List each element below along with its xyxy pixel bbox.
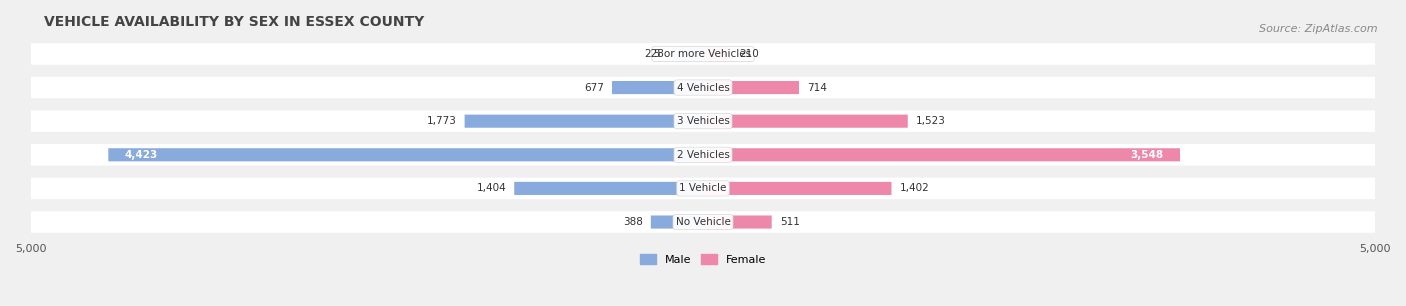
FancyBboxPatch shape (31, 110, 1375, 132)
FancyBboxPatch shape (703, 148, 1180, 161)
Text: 388: 388 (623, 217, 643, 227)
Text: 3 Vehicles: 3 Vehicles (676, 116, 730, 126)
FancyBboxPatch shape (31, 77, 1375, 98)
Text: 1,523: 1,523 (915, 116, 946, 126)
FancyBboxPatch shape (703, 47, 731, 61)
Text: 4,423: 4,423 (125, 150, 157, 160)
FancyBboxPatch shape (31, 43, 1375, 65)
Text: 1,402: 1,402 (900, 183, 929, 193)
FancyBboxPatch shape (464, 115, 703, 128)
FancyBboxPatch shape (31, 211, 1375, 233)
Text: 1,773: 1,773 (426, 116, 457, 126)
FancyBboxPatch shape (515, 182, 703, 195)
Text: 511: 511 (780, 217, 800, 227)
Text: 677: 677 (583, 83, 605, 92)
Text: 5 or more Vehicles: 5 or more Vehicles (654, 49, 752, 59)
FancyBboxPatch shape (703, 182, 891, 195)
FancyBboxPatch shape (31, 178, 1375, 199)
FancyBboxPatch shape (108, 148, 703, 161)
FancyBboxPatch shape (612, 81, 703, 94)
FancyBboxPatch shape (672, 47, 703, 61)
Text: 1 Vehicle: 1 Vehicle (679, 183, 727, 193)
Legend: Male, Female: Male, Female (636, 250, 770, 270)
Text: 228: 228 (644, 49, 664, 59)
Text: 1,404: 1,404 (477, 183, 506, 193)
Text: 210: 210 (740, 49, 759, 59)
Text: VEHICLE AVAILABILITY BY SEX IN ESSEX COUNTY: VEHICLE AVAILABILITY BY SEX IN ESSEX COU… (44, 15, 425, 29)
Text: 714: 714 (807, 83, 827, 92)
Text: Source: ZipAtlas.com: Source: ZipAtlas.com (1260, 24, 1378, 35)
Text: 4 Vehicles: 4 Vehicles (676, 83, 730, 92)
Text: 2 Vehicles: 2 Vehicles (676, 150, 730, 160)
FancyBboxPatch shape (703, 215, 772, 229)
Text: 3,548: 3,548 (1130, 150, 1164, 160)
FancyBboxPatch shape (31, 144, 1375, 166)
Text: No Vehicle: No Vehicle (675, 217, 731, 227)
FancyBboxPatch shape (651, 215, 703, 229)
FancyBboxPatch shape (703, 81, 799, 94)
FancyBboxPatch shape (703, 115, 908, 128)
